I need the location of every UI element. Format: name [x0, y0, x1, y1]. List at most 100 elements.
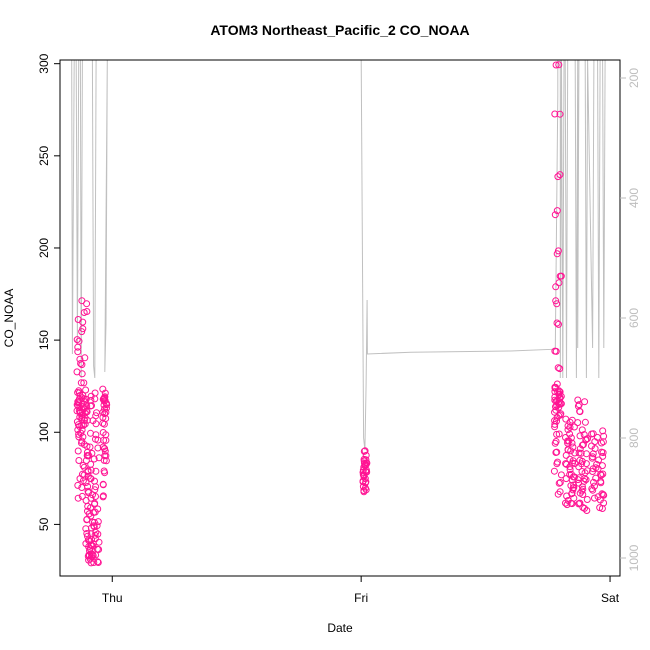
data-point	[101, 389, 109, 397]
data-point	[74, 481, 82, 489]
data-point	[598, 490, 606, 498]
data-point	[86, 443, 94, 451]
data-point	[583, 450, 590, 458]
data-point	[94, 559, 102, 566]
data-point	[592, 474, 600, 482]
data-point	[362, 451, 370, 459]
data-point	[580, 431, 588, 439]
data-point	[581, 418, 589, 426]
x-tick-label: Fri	[354, 591, 368, 605]
data-point	[557, 410, 565, 418]
data-point	[101, 393, 109, 401]
data-point	[599, 438, 607, 446]
data-point	[569, 484, 577, 492]
data-point	[554, 173, 562, 181]
data-point	[575, 500, 583, 508]
data-point	[76, 355, 84, 363]
data-point	[553, 300, 561, 308]
data-point	[589, 486, 597, 494]
y2-tick-label: 400	[627, 188, 641, 208]
data-point	[362, 456, 370, 464]
y2-tick-label: 200	[627, 68, 641, 88]
data-point	[569, 457, 577, 465]
data-point	[597, 471, 605, 479]
data-point	[551, 110, 559, 118]
data-point	[599, 452, 607, 460]
data-point	[360, 447, 368, 455]
data-point	[582, 476, 590, 484]
data-point	[566, 466, 574, 474]
data-point	[83, 442, 91, 450]
data-point	[553, 460, 561, 468]
data-point	[553, 207, 561, 215]
data-point	[77, 379, 85, 387]
data-point	[79, 403, 87, 411]
data-point	[555, 61, 563, 69]
data-point	[361, 447, 369, 455]
data-point	[101, 469, 109, 477]
data-point	[556, 488, 564, 496]
data-point	[83, 530, 91, 537]
data-point	[556, 272, 564, 280]
data-point	[78, 492, 86, 500]
data-point	[92, 493, 99, 500]
data-point	[570, 423, 578, 431]
data-point	[94, 518, 102, 526]
data-point	[90, 523, 98, 531]
data-point	[552, 283, 560, 291]
data-point	[566, 455, 574, 463]
data-point	[566, 471, 574, 479]
data-point	[562, 415, 570, 423]
x-axis: Thu Fri Sat	[102, 575, 620, 605]
data-point	[73, 336, 81, 344]
y-tick-label: 300	[37, 53, 51, 73]
data-point	[576, 499, 584, 507]
data-point	[78, 426, 86, 434]
y-axis-label: CO_NOAA	[2, 289, 16, 348]
data-point	[74, 426, 82, 434]
data-point	[82, 479, 90, 486]
data-point	[78, 470, 86, 478]
data-point	[100, 456, 108, 464]
data-point	[596, 504, 604, 512]
data-point	[599, 427, 607, 435]
data-point	[361, 475, 369, 483]
data-point	[75, 387, 83, 395]
data-point	[556, 171, 564, 179]
data-point	[91, 389, 99, 397]
data-point	[75, 457, 83, 464]
data-point	[552, 449, 560, 456]
data-point	[552, 297, 560, 305]
data-point	[553, 430, 561, 438]
y2-tick-label: 800	[627, 428, 641, 448]
data-point	[578, 487, 586, 495]
data-point	[569, 443, 577, 451]
data-point	[574, 396, 582, 404]
data-point	[74, 421, 82, 429]
chart-title: ATOM3 Northeast_Pacific_2 CO_NOAA	[210, 22, 469, 38]
data-point	[91, 486, 99, 494]
data-point	[576, 432, 584, 440]
data-point	[89, 552, 97, 560]
data-point	[87, 466, 95, 474]
data-point	[562, 475, 570, 483]
data-point	[597, 470, 605, 478]
data-point	[555, 479, 563, 487]
data-point	[575, 401, 583, 409]
data-point	[598, 439, 605, 447]
data-point	[87, 392, 95, 400]
data-point	[589, 453, 597, 461]
data-point	[87, 559, 95, 567]
data-point	[552, 438, 560, 445]
data-point	[92, 467, 100, 475]
data-point	[563, 460, 570, 468]
data-point	[88, 402, 95, 410]
data-point	[91, 477, 98, 485]
data-point	[83, 402, 91, 410]
data-point	[88, 449, 96, 457]
data-point	[80, 379, 88, 387]
data-point	[79, 462, 87, 469]
x-tick-label: Sat	[601, 591, 620, 605]
data-point	[84, 483, 92, 490]
data-point	[553, 380, 561, 388]
